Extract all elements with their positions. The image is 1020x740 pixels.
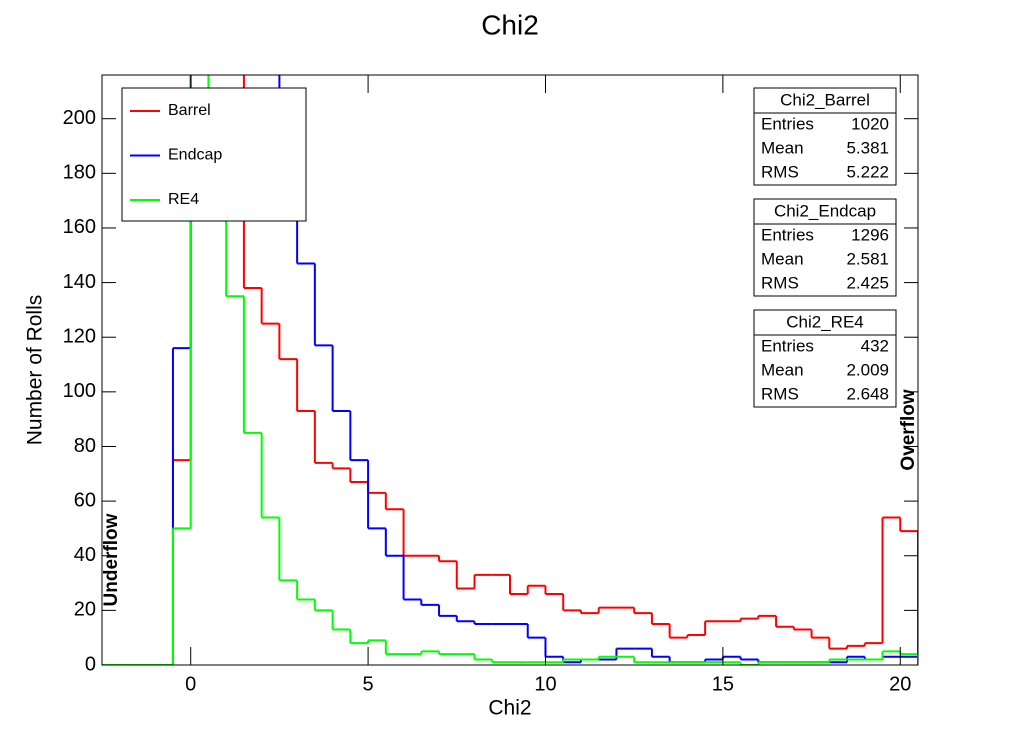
stats-label: Entries	[761, 225, 814, 244]
y-tick-label: 180	[63, 162, 96, 184]
plot-frame	[101, 74, 919, 666]
stats-title: Chi2_RE4	[786, 312, 864, 331]
stats-value: 1296	[851, 225, 889, 244]
legend-label: RE4	[168, 191, 199, 208]
y-tick-label: 20	[74, 599, 96, 621]
stats-label: RMS	[761, 384, 799, 403]
x-tick-label: 15	[712, 673, 734, 695]
y-tick-label: 0	[85, 653, 96, 675]
x-tick-label: 20	[889, 673, 911, 695]
legend-label: Barrel	[168, 102, 211, 119]
stats-value: 2.648	[846, 384, 889, 403]
legend-label: Endcap	[168, 147, 222, 164]
stats-value: 432	[861, 336, 889, 355]
stats-value: 2.009	[846, 360, 889, 379]
stats-label: Entries	[761, 114, 814, 133]
stats-label: Mean	[761, 249, 804, 268]
stats-value: 5.222	[846, 162, 889, 181]
x-tick-label: 0	[185, 673, 196, 695]
stats-title: Chi2_Barrel	[780, 90, 870, 109]
plot-area	[102, 75, 918, 665]
stats-label: Mean	[761, 360, 804, 379]
y-tick-label: 40	[74, 544, 96, 566]
stats-label: Mean	[761, 138, 804, 157]
chart-title: Chi2	[481, 9, 539, 40]
stats-title: Chi2_Endcap	[774, 201, 876, 220]
y-tick-label: 160	[63, 216, 96, 238]
y-tick-label: 100	[63, 380, 96, 402]
stats-value: 2.425	[846, 273, 889, 292]
x-tick-label: 5	[363, 673, 374, 695]
stats-label: RMS	[761, 162, 799, 181]
x-tick-label: 10	[534, 673, 556, 695]
stats-box	[753, 309, 897, 408]
y-tick-label: 140	[63, 271, 96, 293]
y-tick-label: 60	[74, 489, 96, 511]
stats-box	[753, 198, 897, 297]
underflow-label: Underflow	[101, 513, 122, 606]
y-axis-label: Number of Rolls	[24, 295, 47, 446]
stats-value: 5.381	[846, 138, 889, 157]
stats-label: RMS	[761, 273, 799, 292]
y-tick-label: 200	[63, 107, 96, 129]
stats-box	[753, 87, 897, 186]
stats-label: Entries	[761, 336, 814, 355]
stats-value: 1020	[851, 114, 889, 133]
y-tick-label: 120	[63, 326, 96, 348]
stats-value: 2.581	[846, 249, 889, 268]
x-axis-label: Chi2	[488, 697, 531, 720]
overflow-label: Overflow	[898, 389, 919, 471]
y-tick-label: 80	[74, 435, 96, 457]
